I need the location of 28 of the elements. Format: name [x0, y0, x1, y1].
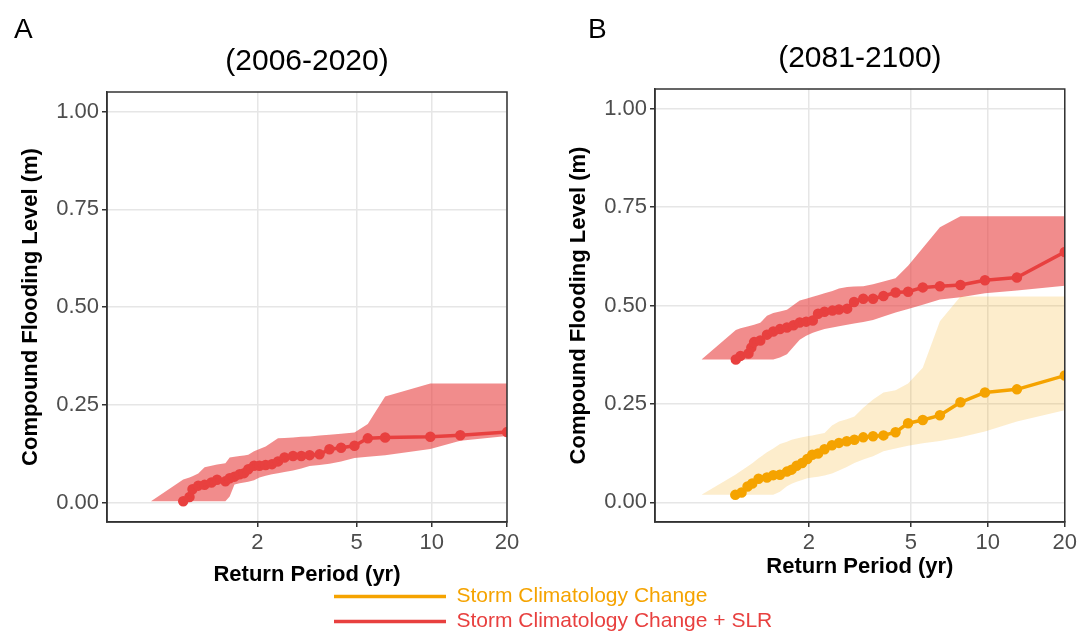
x-tick-label: 5 — [904, 529, 917, 555]
x-tick-label: 5 — [350, 529, 363, 555]
y-tick-label: 0.25 — [56, 390, 99, 416]
text: Storm Climatology Change — [456, 583, 708, 607]
text: A — [14, 13, 33, 44]
y-tick-label: 0.75 — [56, 195, 99, 221]
y-tick-label: 0.00 — [604, 488, 647, 514]
y-tick-label: 1.00 — [604, 94, 647, 120]
x-axis-title: Return Period (yr) — [213, 560, 401, 586]
x-tick-label: 10 — [419, 529, 445, 555]
chart-title: (2081-2100) — [778, 40, 942, 73]
y-tick-label: 0.00 — [56, 488, 99, 514]
x-tick-label: 20 — [494, 529, 520, 555]
y-tick-label: 0.50 — [604, 291, 647, 317]
y-axis-title: Compound Flooding Level (m) — [565, 146, 591, 465]
y-tick-label: 1.00 — [56, 97, 99, 123]
x-tick-label: 20 — [1052, 529, 1078, 555]
y-tick-label: 0.50 — [56, 293, 99, 319]
x-tick-label: 2 — [251, 529, 264, 555]
y-axis-title: Compound Flooding Level (m) — [17, 148, 43, 466]
chart-title: (2006-2020) — [225, 43, 389, 76]
x-axis-title: Return Period (yr) — [766, 552, 954, 578]
y-tick-label: 0.25 — [604, 389, 647, 415]
y-tick-label: 0.75 — [604, 193, 647, 219]
text: Storm Climatology Change + SLR — [456, 608, 773, 632]
x-tick-label: 10 — [975, 529, 1001, 555]
x-tick-label: 2 — [802, 529, 816, 555]
text: B — [588, 13, 607, 44]
